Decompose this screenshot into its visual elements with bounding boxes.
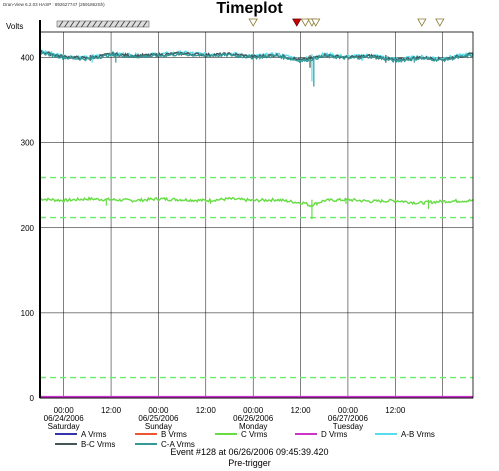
scroll-bar-hatch: [109, 20, 114, 28]
x-tick-date: 06/26/2006: [233, 414, 274, 423]
event-marker: [292, 18, 302, 27]
legend-item[interactable]: D Vrms: [295, 430, 347, 439]
scroll-bar-hatch: [81, 20, 86, 28]
x-tick-label: 12:00: [291, 406, 312, 415]
scroll-bar-hatch: [142, 20, 148, 28]
x-tick-label: 00:00: [54, 406, 75, 415]
legend-label: C Vrms: [241, 430, 267, 439]
scroll-bar-hatch: [75, 20, 81, 28]
legend-item[interactable]: A Vrms: [55, 430, 106, 439]
series-line: [39, 195, 474, 208]
scroll-bar-hatch: [137, 20, 142, 28]
scroll-bar-hatch: [58, 20, 64, 28]
x-tick-day: Monday: [239, 422, 267, 431]
scroll-bar-hatch: [92, 20, 97, 28]
x-tick-label: 00:00: [243, 406, 264, 415]
event-marker: [300, 18, 310, 27]
legend-item[interactable]: B-C Vrms: [55, 440, 115, 449]
scroll-bar[interactable]: [56, 20, 150, 28]
scroll-bar-hatch: [69, 20, 75, 28]
x-tick-day: Saturday: [48, 422, 80, 431]
scroll-bar-hatch: [125, 20, 131, 28]
y-tick-label: 100: [21, 309, 35, 318]
app-header-text: Dran-View 6.2.03 HASP : 892627747 (26918…: [3, 2, 105, 7]
x-tick-date: 06/24/2006: [44, 414, 85, 423]
x-tick-label: 00:00: [338, 406, 359, 415]
legend-item[interactable]: C-A Vrms: [135, 440, 195, 449]
x-tick-label: 12:00: [385, 406, 406, 415]
event-trigger-label: Pre-trigger: [228, 458, 271, 468]
y-tick-label: 400: [21, 54, 35, 63]
x-tick-label: 00:00: [148, 406, 169, 415]
chart-title: Timeplot: [216, 0, 283, 17]
event-marker: [417, 18, 427, 27]
legend-label: B-C Vrms: [81, 440, 115, 449]
legend-item[interactable]: B Vrms: [135, 430, 187, 439]
event-marker: [248, 18, 258, 27]
legend-label: D Vrms: [321, 430, 347, 439]
legend-label: A Vrms: [81, 430, 106, 439]
scroll-bar-hatch: [64, 20, 69, 28]
series-line: [39, 51, 474, 64]
legend-label: C-A Vrms: [161, 440, 195, 449]
legend-item[interactable]: C Vrms: [215, 430, 267, 439]
scroll-bar-hatch: [131, 20, 137, 28]
y-axis-label: Volts: [6, 22, 24, 31]
y-tick-label: 300: [21, 139, 35, 148]
x-tick-day: Tuesday: [333, 422, 363, 431]
scroll-bar-hatch: [120, 20, 125, 28]
plot-frame: [39, 31, 474, 399]
y-tick-label: 0: [30, 394, 35, 403]
legend-label: A-B Vrms: [401, 430, 435, 439]
x-tick-date: 06/25/2006: [138, 414, 179, 423]
scroll-bar-hatch: [114, 20, 120, 28]
x-tick-label: 12:00: [196, 406, 217, 415]
x-tick-date: 06/27/2006: [328, 414, 369, 423]
scroll-bar-hatch: [86, 20, 92, 28]
event-marker: [311, 18, 321, 27]
y-tick-label: 200: [21, 224, 35, 233]
x-tick-day: Sunday: [145, 422, 172, 431]
x-tick-label: 12:00: [101, 406, 122, 415]
legend-item[interactable]: A-B Vrms: [375, 430, 435, 439]
scroll-bar-hatch: [103, 20, 109, 28]
event-marker: [435, 18, 445, 27]
event-caption: Event #128 at 06/26/2006 09:45:39.420: [170, 447, 329, 457]
legend-label: B Vrms: [161, 430, 187, 439]
scroll-bar-track: [56, 20, 150, 28]
scroll-bar-hatch: [97, 20, 103, 28]
